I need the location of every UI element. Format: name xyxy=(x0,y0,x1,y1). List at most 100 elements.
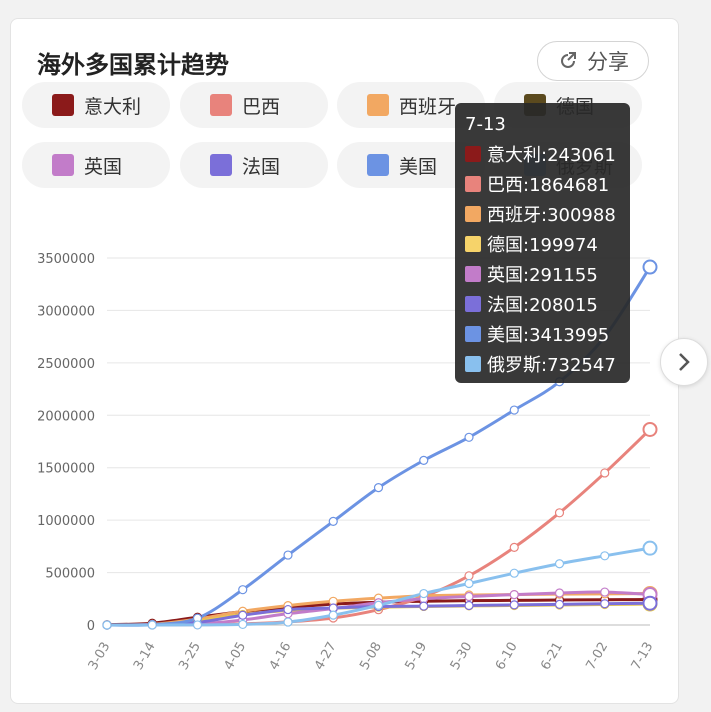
chevron-right-icon xyxy=(679,353,690,371)
x-tick-label: 3-25 xyxy=(176,640,204,673)
y-tick-label: 3000000 xyxy=(37,304,95,319)
data-point xyxy=(642,540,658,556)
data-point xyxy=(283,550,293,560)
legend-item[interactable]: 巴西 xyxy=(180,82,328,128)
x-tick-label: 5-08 xyxy=(357,640,385,673)
data-point xyxy=(509,405,519,415)
data-point xyxy=(102,620,112,630)
data-point xyxy=(509,600,519,610)
tooltip-text: 美国:3413995 xyxy=(487,325,610,346)
data-point xyxy=(554,508,565,518)
tooltip-swatch xyxy=(465,266,481,282)
legend-label: 巴西 xyxy=(242,95,281,118)
data-point xyxy=(373,600,384,610)
legend-swatch xyxy=(210,94,232,116)
x-tick-label: 4-27 xyxy=(312,640,340,673)
tooltip-row: 英国:291155 xyxy=(465,259,620,289)
data-point xyxy=(464,578,474,589)
legend-item[interactable]: 法国 xyxy=(180,142,328,188)
tooltip: 7-13 意大利:243061 巴西:1864681 西班牙:300988 德国:19… xyxy=(455,103,630,383)
legend-swatch xyxy=(210,154,232,176)
data-point xyxy=(600,551,610,561)
data-point xyxy=(600,599,610,609)
y-tick-label: 2000000 xyxy=(37,409,95,424)
data-point xyxy=(328,516,338,527)
legend-label: 美国 xyxy=(399,155,438,178)
y-tick-label: 0 xyxy=(87,619,95,634)
legend-label: 西班牙 xyxy=(399,95,457,118)
data-point xyxy=(509,568,519,578)
tooltip-swatch xyxy=(465,176,481,192)
y-tick-label: 1000000 xyxy=(37,514,95,529)
tooltip-text: 西班牙:300988 xyxy=(487,205,616,226)
legend-item[interactable]: 英国 xyxy=(22,142,170,188)
tooltip-row: 德国:199974 xyxy=(465,229,620,259)
tooltip-date: 7-13 xyxy=(465,114,506,135)
tooltip-swatch xyxy=(465,356,481,372)
legend-swatch xyxy=(367,154,389,176)
x-tick-label: 4-16 xyxy=(267,640,295,673)
data-point xyxy=(419,455,429,465)
tooltip-text: 法国:208015 xyxy=(487,295,598,316)
x-tick-label: 3-03 xyxy=(86,640,114,673)
x-tick-label: 3-14 xyxy=(131,640,159,673)
page-title: 海外多国累计趋势 xyxy=(37,51,229,79)
legend-swatch xyxy=(52,94,74,116)
data-point xyxy=(642,421,658,437)
legend-swatch xyxy=(52,154,74,176)
tooltip-text: 德国:199974 xyxy=(487,235,598,256)
x-tick-label: 6-21 xyxy=(538,640,566,673)
data-point xyxy=(328,610,338,620)
share-button[interactable]: 分享 xyxy=(537,41,649,81)
x-tick-label: 7-13 xyxy=(629,640,657,673)
data-point xyxy=(554,559,565,569)
data-point xyxy=(509,589,519,600)
data-point xyxy=(464,432,474,442)
data-point xyxy=(554,599,565,609)
legend-item[interactable]: 意大利 xyxy=(22,82,170,128)
tooltip-swatch xyxy=(465,296,481,312)
data-point xyxy=(283,617,293,627)
next-button[interactable] xyxy=(660,338,708,386)
tooltip-row: 美国:3413995 xyxy=(465,319,620,349)
data-point xyxy=(373,483,384,493)
data-point xyxy=(283,604,293,615)
data-point xyxy=(464,600,474,611)
data-point xyxy=(238,585,248,595)
data-point xyxy=(464,571,474,581)
tooltip-swatch xyxy=(465,236,481,252)
tooltip-row: 俄罗斯:732547 xyxy=(465,349,620,379)
tooltip-row: 意大利:243061 xyxy=(465,139,620,169)
data-point xyxy=(554,588,565,598)
share-icon xyxy=(561,52,576,68)
tooltip-text: 俄罗斯:732547 xyxy=(487,355,616,376)
legend-swatch xyxy=(367,94,389,116)
share-label: 分享 xyxy=(587,50,629,74)
y-tick-label: 1500000 xyxy=(37,462,95,477)
tooltip-text: 英国:291155 xyxy=(487,265,598,286)
x-tick-label: 4-05 xyxy=(221,640,249,673)
tooltip-swatch xyxy=(465,206,481,222)
data-point xyxy=(600,468,610,478)
x-tick-label: 6-10 xyxy=(493,640,521,673)
legend-label: 英国 xyxy=(84,155,123,178)
y-tick-label: 2500000 xyxy=(37,357,95,372)
data-point xyxy=(192,620,203,630)
data-point xyxy=(238,610,248,620)
tooltip-text: 巴西:1864681 xyxy=(487,175,610,196)
x-tick-label: 5-19 xyxy=(402,640,430,673)
tooltip-row: 法国:208015 xyxy=(465,289,620,319)
data-point xyxy=(642,595,658,611)
legend-label: 意大利 xyxy=(84,95,142,118)
x-tick-label: 7-02 xyxy=(583,640,611,673)
tooltip-row: 西班牙:300988 xyxy=(465,199,620,229)
x-tick-label: 5-30 xyxy=(448,640,476,673)
data-point xyxy=(600,587,610,597)
data-point xyxy=(419,588,429,599)
tooltip-row: 巴西:1864681 xyxy=(465,169,620,199)
tooltip-text: 意大利:243061 xyxy=(487,145,616,166)
data-point xyxy=(464,591,474,602)
data-point xyxy=(419,601,429,611)
data-point xyxy=(642,259,658,275)
